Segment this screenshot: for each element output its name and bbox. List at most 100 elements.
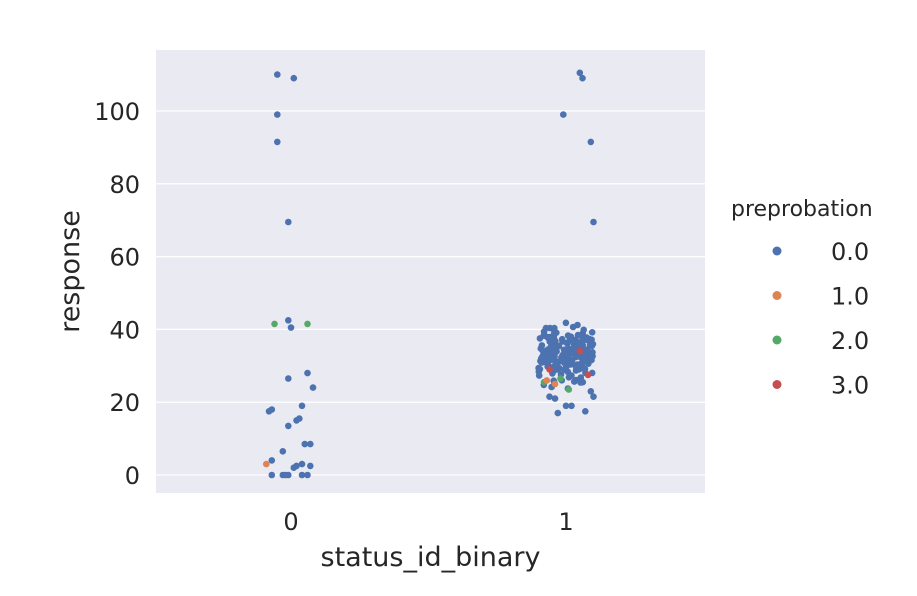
data-point bbox=[589, 349, 596, 356]
data-point bbox=[568, 402, 575, 410]
data-point bbox=[537, 355, 545, 362]
gridlines bbox=[156, 110, 705, 476]
data-point bbox=[551, 395, 559, 402]
data-point bbox=[555, 342, 563, 350]
data-point bbox=[304, 369, 311, 377]
data-point bbox=[304, 320, 311, 328]
data-point bbox=[579, 74, 586, 82]
y-tick-label: 0 bbox=[125, 462, 140, 490]
data-point bbox=[274, 111, 281, 118]
data-point bbox=[285, 471, 292, 479]
data-point bbox=[590, 393, 597, 401]
data-point bbox=[544, 359, 552, 366]
data-point bbox=[572, 363, 580, 371]
data-point bbox=[290, 464, 298, 472]
x-tick-label: 0 bbox=[283, 508, 298, 536]
data-point bbox=[544, 346, 552, 353]
data-point bbox=[265, 408, 273, 415]
data-point bbox=[562, 319, 570, 327]
data-point bbox=[543, 377, 551, 384]
legend-marker bbox=[772, 335, 782, 345]
data-point bbox=[536, 365, 544, 373]
data-point bbox=[287, 324, 295, 331]
data-point bbox=[298, 460, 306, 468]
legend-marker bbox=[772, 291, 782, 300]
data-point bbox=[536, 335, 544, 342]
data-point bbox=[588, 329, 596, 336]
data-point bbox=[587, 138, 595, 146]
data-point bbox=[587, 388, 595, 395]
data-point bbox=[565, 374, 573, 381]
data-point bbox=[550, 327, 558, 334]
data-point bbox=[307, 440, 314, 448]
data-point bbox=[309, 384, 317, 391]
data-point bbox=[561, 366, 568, 374]
data-point bbox=[304, 471, 311, 479]
data-point bbox=[263, 460, 270, 468]
data-point bbox=[560, 111, 567, 118]
legend-label: 2.0 bbox=[831, 327, 869, 355]
data-point bbox=[271, 320, 278, 328]
data-point bbox=[577, 375, 584, 382]
data-point bbox=[307, 462, 314, 470]
data-point bbox=[582, 408, 589, 415]
data-point bbox=[285, 422, 292, 430]
data-point bbox=[546, 338, 553, 345]
data-point bbox=[535, 372, 543, 379]
data-point bbox=[550, 352, 557, 359]
data-points bbox=[263, 69, 597, 479]
x-tick-label: 1 bbox=[558, 508, 573, 536]
y-tick-label: 80 bbox=[109, 171, 140, 199]
data-point bbox=[576, 340, 583, 348]
data-point bbox=[576, 69, 584, 77]
legend-label: 1.0 bbox=[831, 283, 869, 311]
legend-marker bbox=[772, 246, 782, 256]
y-tick-label: 20 bbox=[109, 389, 140, 417]
data-point bbox=[293, 417, 300, 424]
data-point bbox=[558, 335, 566, 343]
data-point bbox=[301, 440, 309, 448]
data-point bbox=[565, 386, 573, 393]
legend-title: preprobation bbox=[731, 197, 873, 222]
data-point bbox=[551, 380, 559, 388]
data-point bbox=[546, 366, 553, 373]
data-point bbox=[285, 218, 292, 226]
plot-background bbox=[156, 50, 705, 493]
legend: preprobation 0.0 1.0 2.0 3.0 bbox=[731, 197, 873, 400]
y-tick-label: 100 bbox=[94, 98, 140, 126]
data-point bbox=[569, 323, 577, 331]
y-tick-labels: 0 20 40 60 80 100 bbox=[94, 98, 140, 490]
data-point bbox=[583, 346, 591, 353]
data-point bbox=[298, 402, 306, 410]
data-point bbox=[285, 317, 292, 324]
data-point bbox=[566, 336, 573, 344]
data-point bbox=[590, 218, 597, 226]
data-point bbox=[583, 334, 590, 341]
data-point bbox=[274, 71, 281, 78]
data-point bbox=[584, 371, 592, 379]
data-point bbox=[542, 324, 550, 332]
data-point bbox=[552, 360, 560, 368]
data-point bbox=[274, 138, 281, 146]
legend-label: 3.0 bbox=[831, 372, 869, 400]
data-point bbox=[576, 347, 584, 355]
data-point bbox=[562, 354, 570, 361]
data-point bbox=[546, 393, 553, 401]
data-point bbox=[268, 457, 276, 464]
data-point bbox=[279, 448, 287, 455]
data-point bbox=[298, 471, 306, 479]
data-point bbox=[576, 353, 583, 360]
x-axis-label: status_id_binary bbox=[321, 542, 541, 573]
data-point bbox=[538, 342, 546, 349]
data-point bbox=[290, 74, 298, 82]
data-point bbox=[554, 409, 562, 417]
y-axis-label: response bbox=[55, 210, 86, 333]
data-point bbox=[560, 359, 568, 367]
data-point bbox=[587, 356, 594, 363]
data-point bbox=[562, 402, 570, 410]
data-point bbox=[557, 375, 564, 382]
y-tick-label: 40 bbox=[109, 316, 140, 344]
legend-label: 0.0 bbox=[831, 238, 869, 266]
